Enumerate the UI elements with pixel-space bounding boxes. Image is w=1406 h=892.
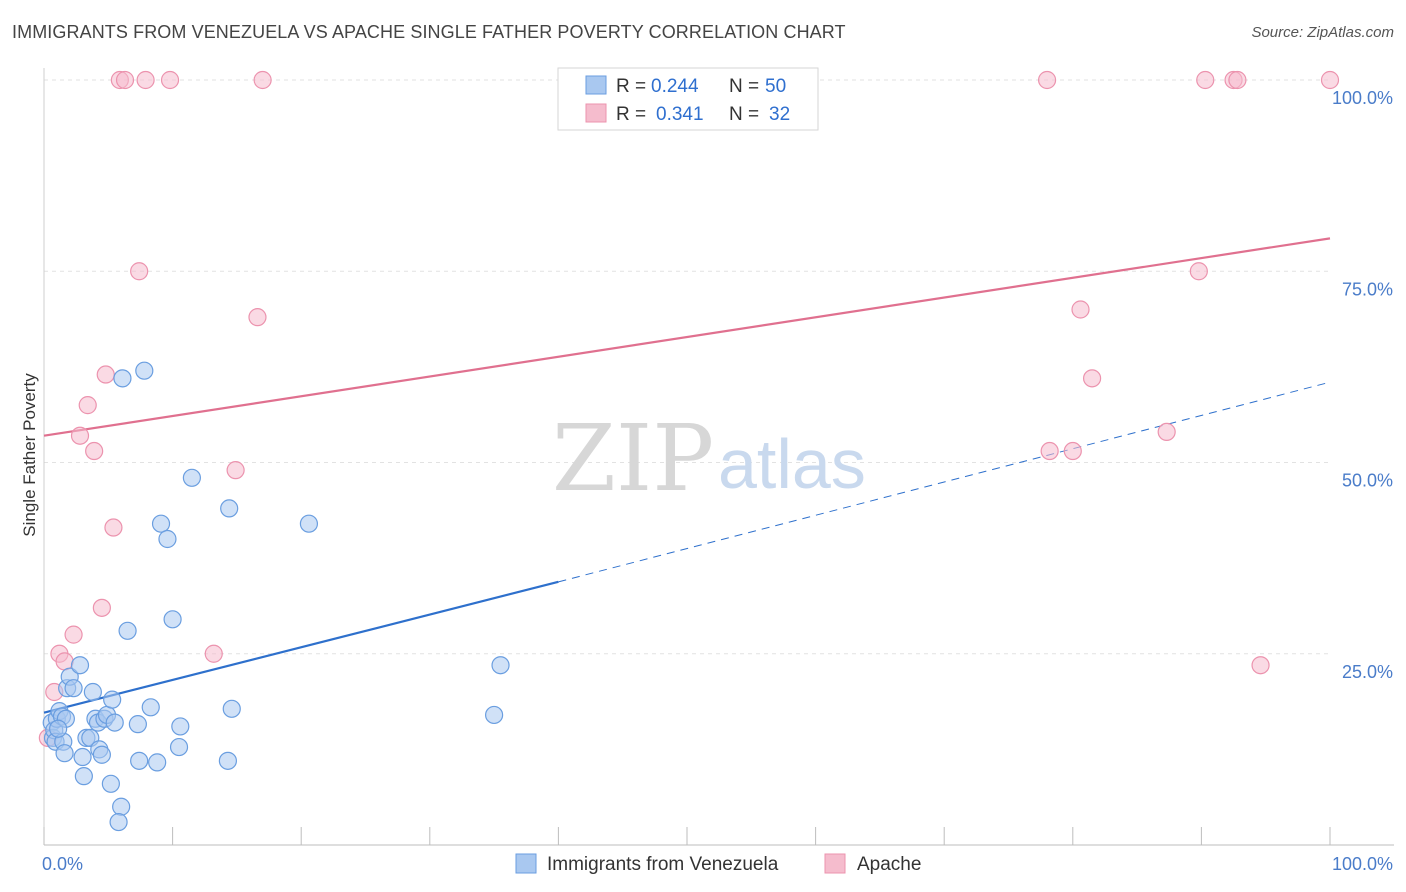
- chart-title: IMMIGRANTS FROM VENEZUELA VS APACHE SING…: [12, 22, 846, 42]
- axes: [43, 68, 1394, 846]
- point-apache-3: [55, 652, 74, 671]
- bottom-legend-label-venezuela: Immigrants from Venezuela: [547, 854, 779, 875]
- point-apache-20: [1037, 70, 1057, 90]
- x-tick-labels: 0.0% 100.0%: [42, 854, 1393, 874]
- y-tick-label-3: 100.0%: [1332, 88, 1393, 108]
- top-legend: R = 0.244 N = 50 R = 0.341 N = 32: [557, 67, 819, 131]
- point-venezuela-25: [101, 774, 120, 793]
- legend-n-label-1: N =: [729, 76, 759, 97]
- point-venezuela-49: [49, 719, 68, 738]
- grid-lines: [44, 79, 1330, 655]
- legend-n-value-2: 32: [769, 104, 790, 125]
- point-venezuela-8: [55, 744, 74, 763]
- point-apache-29: [1228, 70, 1247, 90]
- point-apache-19: [253, 70, 272, 90]
- point-apache-7: [85, 441, 104, 461]
- point-apache-14: [136, 70, 155, 90]
- point-venezuela-13: [70, 656, 90, 675]
- point-apache-10: [104, 518, 123, 537]
- trend-lines: [43, 237, 1331, 714]
- point-venezuela-36: [151, 514, 171, 533]
- point-apache-23: [1071, 300, 1090, 319]
- point-apache-16: [204, 644, 223, 663]
- trend-line-venezuela: [43, 580, 559, 714]
- y-tick-label-1: 50.0%: [1342, 471, 1393, 491]
- point-venezuela-30: [118, 621, 137, 640]
- point-venezuela-42: [218, 751, 237, 770]
- point-venezuela-14: [73, 747, 92, 767]
- legend-r-value-2: 0.341: [656, 104, 704, 125]
- point-venezuela-28: [112, 797, 131, 816]
- legend-n-label-2: N =: [729, 104, 759, 125]
- legend-swatch-pink: [585, 103, 607, 123]
- legend-n-value-1: 50: [765, 76, 786, 97]
- watermark-zip: ZIP: [552, 405, 714, 512]
- legend-r-label-1: R =: [616, 76, 646, 97]
- point-apache-12: [115, 70, 135, 90]
- point-apache-26: [1189, 262, 1208, 281]
- point-venezuela-39: [169, 737, 189, 757]
- data-points: [38, 70, 1340, 832]
- point-venezuela-26: [103, 690, 122, 709]
- point-apache-5: [70, 426, 90, 445]
- x-tick-label-0: 0.0%: [42, 854, 83, 874]
- point-venezuela-38: [163, 610, 182, 629]
- point-apache-31: [1320, 70, 1340, 90]
- point-venezuela-15: [74, 767, 93, 786]
- x-tick-label-1: 100.0%: [1332, 854, 1393, 874]
- point-venezuela-45: [299, 514, 319, 533]
- point-apache-15: [160, 70, 180, 90]
- point-apache-6: [78, 396, 97, 415]
- point-venezuela-43: [220, 499, 239, 518]
- point-venezuela-48: [109, 812, 128, 832]
- trend-line-venezuela-extension: [558, 381, 1331, 583]
- point-venezuela-12: [64, 679, 83, 698]
- point-venezuela-34: [141, 698, 160, 717]
- point-venezuela-31: [128, 715, 147, 734]
- point-apache-27: [1196, 70, 1215, 90]
- point-apache-22: [1063, 441, 1082, 461]
- point-venezuela-46: [485, 705, 504, 725]
- point-apache-17: [226, 461, 245, 480]
- legend-r-value-1: 0.244: [651, 76, 699, 97]
- source-label: Source: ZipAtlas.com: [1251, 24, 1394, 41]
- point-venezuela-27: [105, 713, 124, 732]
- point-apache-18: [248, 308, 267, 327]
- point-apache-30: [1251, 656, 1270, 675]
- legend-r-label-2: R =: [616, 104, 646, 125]
- point-venezuela-29: [113, 369, 132, 388]
- bottom-legend: Immigrants from Venezuela Apache: [515, 853, 921, 875]
- point-apache-9: [96, 365, 115, 384]
- bottom-legend-swatch-pink: [824, 853, 846, 874]
- y-tick-labels: 25.0% 50.0% 75.0% 100.0%: [1332, 88, 1393, 682]
- point-venezuela-18: [83, 682, 102, 702]
- watermark-atlas: atlas: [718, 425, 866, 503]
- y-axis-title: Single Father Poverty: [20, 373, 39, 537]
- bottom-legend-label-apache: Apache: [857, 854, 921, 875]
- point-venezuela-35: [148, 753, 167, 772]
- point-venezuela-32: [130, 751, 149, 770]
- point-apache-24: [1082, 369, 1102, 388]
- point-apache-13: [130, 262, 149, 281]
- point-venezuela-47: [491, 656, 510, 675]
- point-venezuela-44: [222, 699, 241, 718]
- legend-swatch-blue: [585, 75, 607, 95]
- point-venezuela-37: [158, 529, 177, 549]
- point-apache-4: [64, 625, 83, 644]
- y-tick-label-0: 25.0%: [1342, 662, 1393, 682]
- point-venezuela-40: [171, 717, 190, 736]
- point-apache-25: [1157, 422, 1176, 441]
- trend-line-apache: [43, 237, 1331, 437]
- point-venezuela-33: [135, 361, 154, 380]
- point-venezuela-22: [92, 745, 111, 764]
- y-tick-label-2: 75.0%: [1342, 279, 1393, 299]
- point-venezuela-41: [182, 468, 201, 487]
- point-apache-8: [92, 598, 111, 617]
- bottom-legend-swatch-blue: [515, 853, 537, 874]
- point-apache-21: [1040, 441, 1059, 461]
